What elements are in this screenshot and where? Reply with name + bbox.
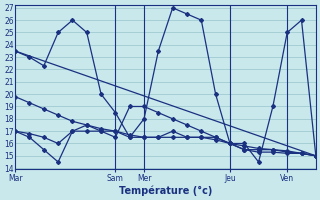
X-axis label: Température (°c): Température (°c) — [119, 185, 212, 196]
